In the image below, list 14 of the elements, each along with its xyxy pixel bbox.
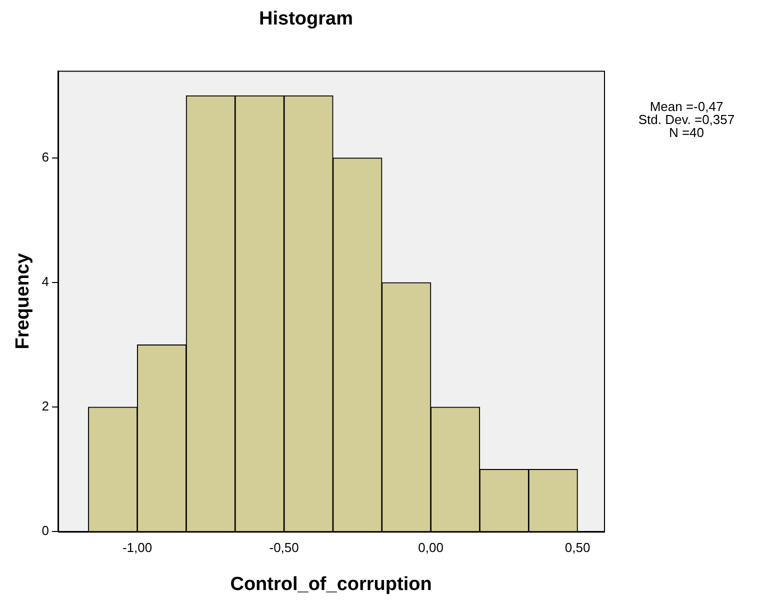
x-tick-label: 0,00	[418, 540, 444, 555]
y-tick-label: 2	[42, 398, 50, 414]
y-tick-label: 6	[42, 150, 50, 165]
x-tick-label: -0,50	[269, 540, 299, 555]
text: Mean =-0,47	[650, 98, 724, 114]
y-tick-label: 4	[42, 274, 50, 290]
x-axis-title: Control_of_corruption	[230, 574, 432, 595]
x-tick-label: 0,50	[564, 540, 590, 555]
y-axis-title: Frequency	[12, 252, 34, 350]
text: N =40	[668, 124, 704, 140]
y-tick-label: 0	[42, 523, 50, 538]
text: Std. Dev. =0,357	[638, 112, 735, 127]
x-tick-label: -1,00	[122, 540, 152, 555]
chart-title: Histogram	[259, 8, 353, 30]
